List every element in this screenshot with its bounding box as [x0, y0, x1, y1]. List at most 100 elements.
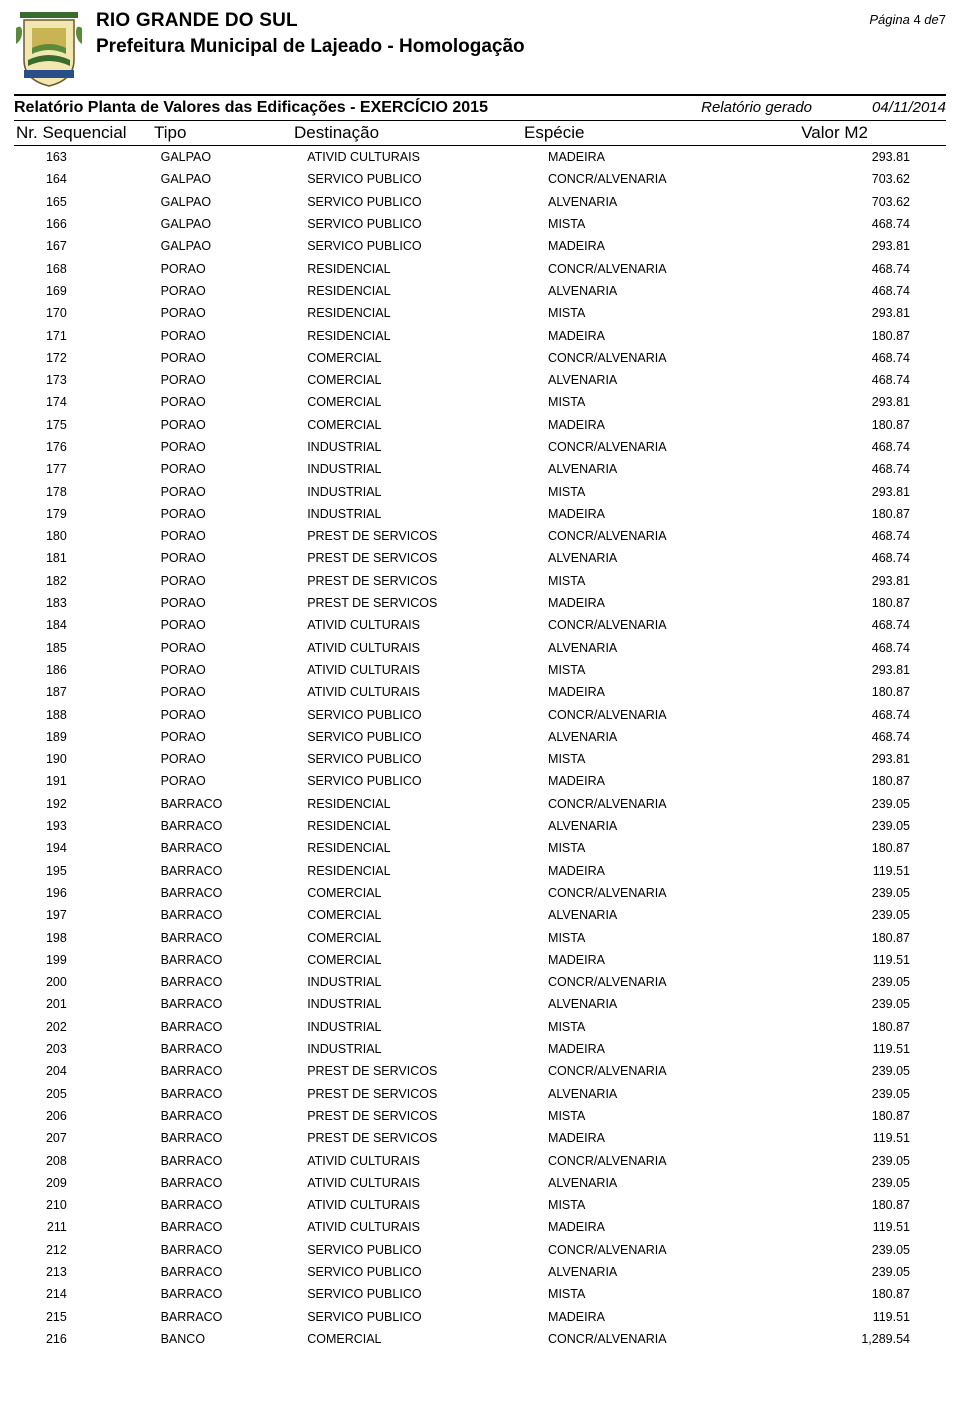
cell-val: 468.74 [789, 257, 946, 279]
report-title: Relatório Planta de Valores das Edificaç… [14, 99, 488, 117]
cell-val: 468.74 [789, 369, 946, 391]
cell-seq: 166 [14, 213, 77, 235]
table-row: 215BARRACOSERVICO PUBLICOMADEIRA119.51 [14, 1305, 946, 1327]
table-row: 179PORAOINDUSTRIALMADEIRA180.87 [14, 503, 946, 525]
cell-tipo: BARRACO [161, 1149, 308, 1171]
cell-dest: RESIDENCIAL [307, 302, 548, 324]
cell-val: 180.87 [789, 770, 946, 792]
cell-val: 119.51 [789, 949, 946, 971]
cell-esp: MISTA [548, 213, 789, 235]
cell-seq: 199 [14, 949, 77, 971]
cell-seq: 178 [14, 480, 77, 502]
cell-gap [77, 1127, 161, 1149]
cell-tipo: PORAO [161, 391, 308, 413]
cell-gap [77, 235, 161, 257]
cell-gap [77, 1016, 161, 1038]
cell-esp: CONCR/ALVENARIA [548, 614, 789, 636]
table-row: 190PORAOSERVICO PUBLICOMISTA293.81 [14, 748, 946, 770]
cell-dest: SERVICO PUBLICO [307, 1305, 548, 1327]
cell-val: 468.74 [789, 213, 946, 235]
cell-seq: 189 [14, 726, 77, 748]
cell-tipo: BARRACO [161, 1194, 308, 1216]
cell-esp: ALVENARIA [548, 904, 789, 926]
cell-val: 239.05 [789, 793, 946, 815]
cell-tipo: GALPAO [161, 213, 308, 235]
cell-val: 180.87 [789, 1194, 946, 1216]
cell-dest: RESIDENCIAL [307, 837, 548, 859]
cell-esp: MADEIRA [548, 1127, 789, 1149]
table-row: 191PORAOSERVICO PUBLICOMADEIRA180.87 [14, 770, 946, 792]
table-row: 211BARRACOATIVID CULTURAISMADEIRA119.51 [14, 1216, 946, 1238]
cell-tipo: BARRACO [161, 1239, 308, 1261]
cell-seq: 200 [14, 971, 77, 993]
cell-seq: 184 [14, 614, 77, 636]
table-row: 168PORAORESIDENCIALCONCR/ALVENARIA468.74 [14, 257, 946, 279]
cell-gap [77, 637, 161, 659]
cell-seq: 211 [14, 1216, 77, 1238]
cell-dest: PREST DE SERVICOS [307, 525, 548, 547]
col-header-tipo: Tipo [154, 123, 294, 143]
report-generated-date: 04/11/2014 [872, 99, 946, 116]
table-row: 216BANCOCOMERCIALCONCR/ALVENARIA1,289.54 [14, 1328, 946, 1350]
cell-dest: INDUSTRIAL [307, 1016, 548, 1038]
cell-val: 239.05 [789, 1239, 946, 1261]
cell-dest: PREST DE SERVICOS [307, 1105, 548, 1127]
cell-val: 468.74 [789, 458, 946, 480]
cell-gap [77, 1060, 161, 1082]
cell-dest: SERVICO PUBLICO [307, 1239, 548, 1261]
cell-dest: PREST DE SERVICOS [307, 570, 548, 592]
cell-gap [77, 1305, 161, 1327]
cell-gap [77, 681, 161, 703]
table-row: 209BARRACOATIVID CULTURAISALVENARIA239.0… [14, 1172, 946, 1194]
cell-dest: ATIVID CULTURAIS [307, 1149, 548, 1171]
cell-gap [77, 547, 161, 569]
table-row: 204BARRACOPREST DE SERVICOSCONCR/ALVENAR… [14, 1060, 946, 1082]
cell-esp: ALVENARIA [548, 1261, 789, 1283]
cell-esp: CONCR/ALVENARIA [548, 1149, 789, 1171]
table-row: 169PORAORESIDENCIALALVENARIA468.74 [14, 280, 946, 302]
cell-gap [77, 458, 161, 480]
cell-dest: PREST DE SERVICOS [307, 1082, 548, 1104]
cell-esp: MADEIRA [548, 146, 789, 168]
cell-val: 239.05 [789, 993, 946, 1015]
cell-gap [77, 1105, 161, 1127]
table-row: 195BARRACORESIDENCIALMADEIRA119.51 [14, 860, 946, 882]
page-prefix: Página [869, 12, 913, 27]
table-row: 194BARRACORESIDENCIALMISTA180.87 [14, 837, 946, 859]
table-row: 175PORAOCOMERCIALMADEIRA180.87 [14, 414, 946, 436]
cell-tipo: PORAO [161, 257, 308, 279]
cell-seq: 212 [14, 1239, 77, 1261]
cell-val: 293.81 [789, 146, 946, 168]
cell-esp: MADEIRA [548, 1038, 789, 1060]
cell-val: 239.05 [789, 1172, 946, 1194]
cell-dest: RESIDENCIAL [307, 257, 548, 279]
cell-esp: MADEIRA [548, 324, 789, 346]
table-row: 202BARRACOINDUSTRIALMISTA180.87 [14, 1016, 946, 1038]
cell-seq: 183 [14, 592, 77, 614]
cell-seq: 206 [14, 1105, 77, 1127]
cell-dest: SERVICO PUBLICO [307, 1261, 548, 1283]
cell-gap [77, 525, 161, 547]
cell-seq: 196 [14, 882, 77, 904]
table-row: 188PORAOSERVICO PUBLICOCONCR/ALVENARIA46… [14, 703, 946, 725]
cell-tipo: BARRACO [161, 1127, 308, 1149]
table-row: 170PORAORESIDENCIALMISTA293.81 [14, 302, 946, 324]
cell-gap [77, 213, 161, 235]
table-row: 174PORAOCOMERCIALMISTA293.81 [14, 391, 946, 413]
column-header-row: Nr. Sequencial Tipo Destinação Espécie V… [14, 121, 946, 146]
cell-tipo: PORAO [161, 748, 308, 770]
page-sep: de [921, 12, 939, 27]
cell-gap [77, 770, 161, 792]
cell-esp: CONCR/ALVENARIA [548, 882, 789, 904]
cell-tipo: PORAO [161, 280, 308, 302]
table-row: 167GALPAOSERVICO PUBLICOMADEIRA293.81 [14, 235, 946, 257]
cell-esp: CONCR/ALVENARIA [548, 436, 789, 458]
cell-val: 293.81 [789, 659, 946, 681]
cell-tipo: BANCO [161, 1328, 308, 1350]
cell-esp: MADEIRA [548, 592, 789, 614]
cell-gap [77, 1328, 161, 1350]
table-row: 210BARRACOATIVID CULTURAISMISTA180.87 [14, 1194, 946, 1216]
cell-val: 468.74 [789, 347, 946, 369]
col-header-val: Valor M2 [754, 123, 904, 143]
cell-esp: ALVENARIA [548, 369, 789, 391]
